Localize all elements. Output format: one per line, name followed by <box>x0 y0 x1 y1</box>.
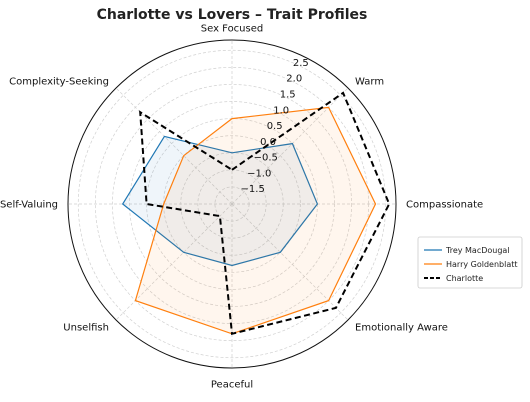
axis-label: Complexity-Seeking <box>9 76 109 87</box>
axis-label: Self-Valuing <box>0 200 58 211</box>
axis-label: Emotionally Aware <box>355 323 448 334</box>
radial-tick-label: 2.5 <box>293 58 309 69</box>
radial-ticks: −1.5 −1.0 −0.5 0.0 0.5 1.0 1.5 2.0 2.5 <box>241 58 309 195</box>
radial-tick-label: −1.0 <box>247 168 271 179</box>
series-fill-1 <box>135 107 376 334</box>
series-fill-0 <box>122 136 318 266</box>
axis-label: Compassionate <box>406 200 483 211</box>
grid-ring <box>163 135 301 273</box>
radial-tick-label: 1.0 <box>273 105 289 116</box>
legend-label: Charlotte <box>446 274 483 283</box>
radial-tick-label: 0.0 <box>260 137 276 148</box>
radial-tick-label: −0.5 <box>254 153 278 164</box>
legend: Trey MacDougal Harry Goldenblatt Charlotte <box>417 236 523 289</box>
chart-title: Charlotte vs Lovers – Trait Profiles <box>97 7 368 23</box>
radial-tick-label: 1.5 <box>280 90 296 101</box>
grid-ring <box>112 84 352 324</box>
axis-label: Peaceful <box>211 380 253 391</box>
grid-spoke <box>115 87 233 205</box>
legend-label: Harry Goldenblatt <box>446 260 518 269</box>
legend-label: Trey MacDougal <box>445 246 510 255</box>
series-layer <box>121 91 391 336</box>
series-line-0 <box>121 135 319 267</box>
outer-ring <box>67 39 397 369</box>
grid-ring <box>197 169 267 239</box>
axis-label: Unselfish <box>63 323 109 334</box>
series-line-2 <box>139 91 391 336</box>
radial-tick-label: −1.5 <box>241 184 265 195</box>
legend-box <box>417 236 523 289</box>
radial-tick-label: 0.5 <box>267 121 283 132</box>
axis-label: Warm <box>355 76 384 87</box>
axis-labels: Sex Focused Warm Compassionate Emotionally … <box>0 24 483 391</box>
axis-label: Sex Focused <box>201 24 263 35</box>
grid-ring <box>77 49 387 359</box>
radial-tick-label: 2.0 <box>286 74 302 85</box>
